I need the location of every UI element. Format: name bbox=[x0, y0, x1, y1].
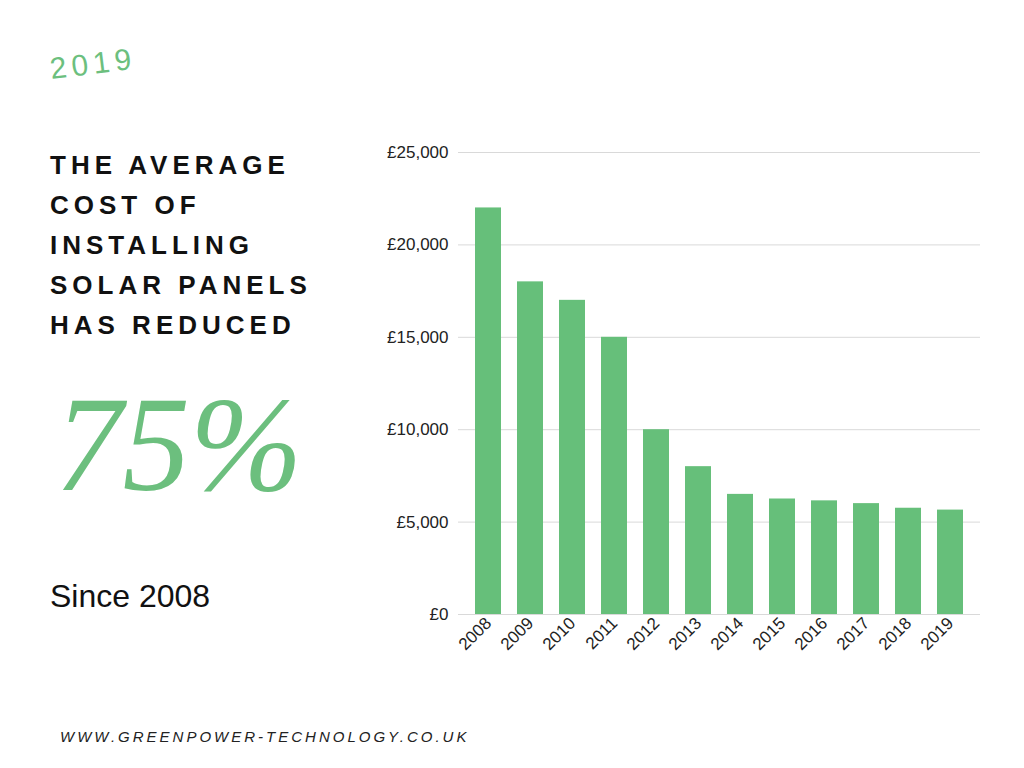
svg-text:2018: 2018 bbox=[875, 614, 915, 654]
svg-text:2014: 2014 bbox=[707, 614, 747, 654]
svg-text:2013: 2013 bbox=[665, 614, 705, 654]
svg-text:2017: 2017 bbox=[833, 614, 873, 654]
svg-text:2012: 2012 bbox=[623, 614, 663, 654]
svg-text:£10,000: £10,000 bbox=[387, 420, 448, 439]
svg-text:£20,000: £20,000 bbox=[387, 235, 448, 254]
svg-text:2009: 2009 bbox=[497, 614, 537, 654]
svg-text:£25,000: £25,000 bbox=[387, 143, 448, 162]
svg-text:2019: 2019 bbox=[917, 614, 957, 654]
svg-text:2010: 2010 bbox=[539, 614, 579, 654]
svg-text:£15,000: £15,000 bbox=[387, 328, 448, 347]
svg-text:2008: 2008 bbox=[455, 614, 495, 654]
html-text:Since 2008: Since 2008 bbox=[50, 578, 211, 614]
html-text:2019: 2019 bbox=[47, 41, 138, 85]
html-text:THE AVERAGE COST OF INSTALLING: THE AVERAGE COST OF INSTALLING SOLAR PAN… bbox=[50, 150, 312, 340]
svg-text:2016: 2016 bbox=[791, 614, 831, 654]
svg-text:2011: 2011 bbox=[582, 614, 621, 653]
svg-text:£5,000: £5,000 bbox=[397, 513, 449, 532]
svg-text:2015: 2015 bbox=[749, 614, 789, 654]
svg-text:£0: £0 bbox=[430, 605, 449, 624]
html-text:75%: 75% bbox=[55, 370, 303, 519]
html-text:WWW.GREENPOWER-TECHNOLOGY.CO.U: WWW.GREENPOWER-TECHNOLOGY.CO.UK bbox=[60, 728, 470, 745]
